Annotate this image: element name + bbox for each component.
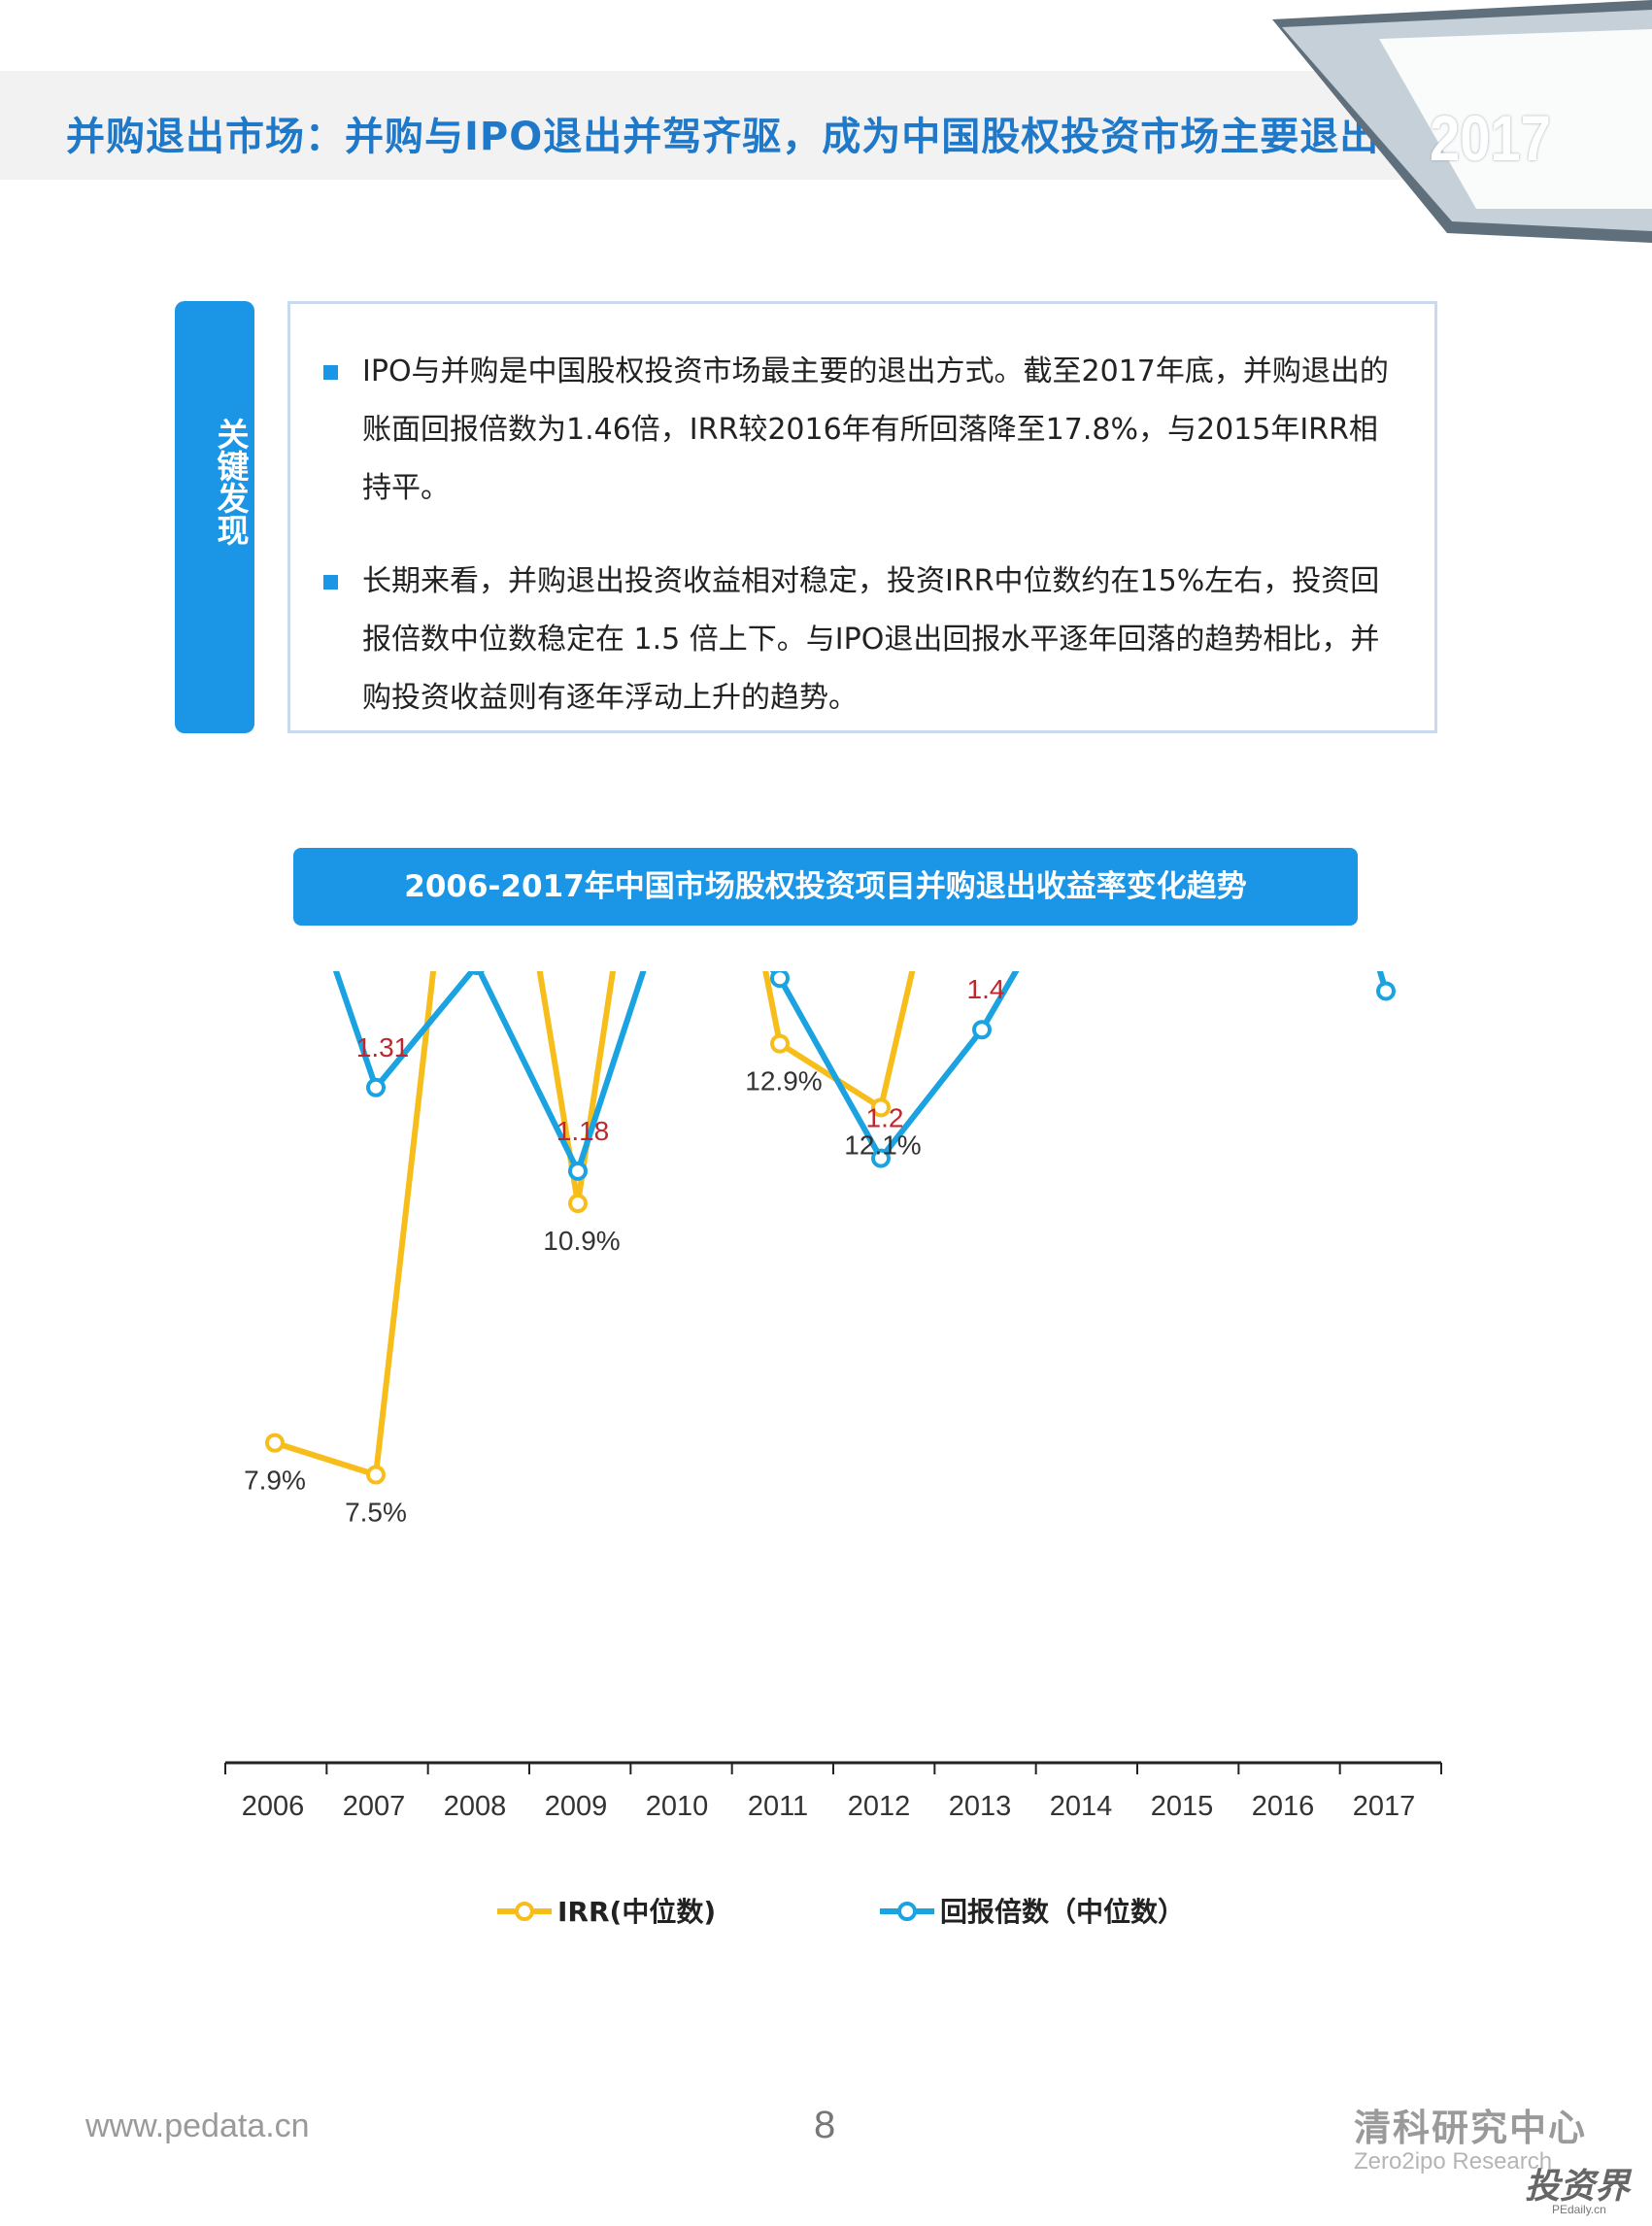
page-number: 8 xyxy=(814,2104,836,2146)
multiple-series-point xyxy=(469,971,485,975)
x-tick-label: 2014 xyxy=(1050,1791,1113,1822)
finding-item: 长期来看，并购退出投资收益相对稳定，投资IRR中位数约在15%左右，投资回报倍数… xyxy=(323,553,1401,727)
footer-url: www.pedata.cn xyxy=(85,2108,310,2144)
multiple-data-label: 1.4 xyxy=(967,974,1005,1004)
multiple-series-point xyxy=(366,1077,386,1097)
x-tick-label: 2009 xyxy=(545,1791,608,1822)
x-tick-label: 2013 xyxy=(949,1791,1012,1822)
finding-text: 长期来看，并购退出投资收益相对稳定，投资IRR中位数约在15%左右，投资回报倍数… xyxy=(362,564,1380,715)
irr-series-point xyxy=(568,1194,588,1214)
irr-data-label: 10.9% xyxy=(543,1226,620,1256)
irr-series-point xyxy=(265,1433,285,1453)
x-tick-label: 2012 xyxy=(848,1791,911,1822)
irr-data-label: 12.1% xyxy=(844,1130,921,1160)
multiple-series-point xyxy=(871,1148,891,1168)
irr-series-point xyxy=(871,1097,891,1118)
key-findings-box: IPO与并购是中国股权投资市场最主要的退出方式。截至2017年底，并购退出的账面… xyxy=(287,301,1437,733)
multiple-series-point xyxy=(972,1020,992,1040)
line-chart: 2006 2007 2008 2009 2010 2011 2012 2013 2014 2015… xyxy=(224,971,1442,1928)
x-tick-label: 2017 xyxy=(1353,1791,1416,1822)
key-findings-tab: 关键发现 xyxy=(175,301,254,733)
watermark-logo: 投资界 xyxy=(1525,2167,1631,2207)
brand-logo-text: 清科研究中心 xyxy=(1354,2107,1588,2149)
multiple-data-label: 1.18 xyxy=(556,1116,610,1146)
x-tick-label: 2016 xyxy=(1252,1791,1315,1822)
x-tick-label: 2007 xyxy=(343,1791,406,1822)
header-decoration xyxy=(1272,0,1652,243)
irr-data-label: 12.9% xyxy=(745,1066,822,1096)
legend-irr-label: IRR(中位数) xyxy=(557,1896,716,1928)
square-bullet-icon xyxy=(323,365,338,380)
x-tick-label: 2011 xyxy=(748,1791,808,1822)
legend-multiple-marker xyxy=(897,1902,917,1921)
page-title: 并购退出市场：并购与IPO退出并驾齐驱，成为中国股权投资市场主要退出渠道 xyxy=(66,115,1460,159)
finding-text: IPO与并购是中国股权投资市场最主要的退出方式。截至2017年底，并购退出的账面… xyxy=(362,354,1389,505)
multiple-series-point xyxy=(1376,981,1396,1001)
watermark-subtext: PEdaily.cn xyxy=(1552,2203,1606,2216)
multiple-data-label: 1.2 xyxy=(866,1103,904,1133)
finding-item: IPO与并购是中国股权投资市场最主要的退出方式。截至2017年底，并购退出的账面… xyxy=(323,343,1401,518)
x-tick-label: 2015 xyxy=(1151,1791,1214,1822)
legend-irr-marker xyxy=(515,1902,534,1921)
multiple-data-label: 1.31 xyxy=(356,1032,410,1062)
x-tick-label: 2008 xyxy=(444,1791,507,1822)
square-bullet-icon xyxy=(323,575,338,590)
irr-series-point xyxy=(366,1465,386,1485)
irr-data-label: 7.9% xyxy=(244,1466,306,1496)
irr-series-point xyxy=(770,1033,790,1054)
chart-title: 2006-2017年中国市场股权投资项目并购退出收益率变化趋势 xyxy=(404,869,1247,904)
x-tick-label: 2006 xyxy=(242,1791,305,1822)
multiple-series-point xyxy=(770,971,790,989)
multiple-series-line xyxy=(332,971,1389,1174)
legend-multiple-label: 回报倍数（中位数） xyxy=(940,1896,1185,1928)
year-badge: 2017 xyxy=(1430,102,1551,174)
irr-series-line xyxy=(272,971,916,1478)
x-tick-label: 2010 xyxy=(646,1791,709,1822)
chart-title-banner: 2006-2017年中国市场股权投资项目并购退出收益率变化趋势 xyxy=(293,848,1358,926)
brand-logo-subtext: Zero2ipo Research xyxy=(1354,2148,1553,2175)
key-findings-tab-label: 关键发现 xyxy=(212,418,250,546)
multiple-series-point xyxy=(568,1161,588,1181)
irr-data-label: 7.5% xyxy=(345,1498,407,1528)
